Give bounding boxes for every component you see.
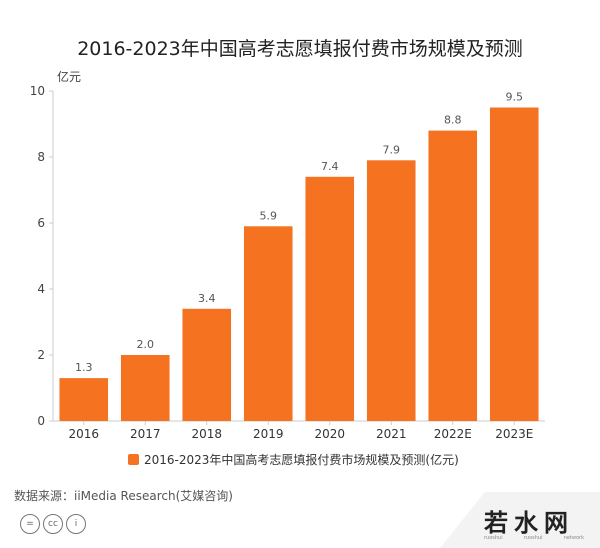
bar-2016 xyxy=(59,378,109,421)
watermark-sub-2: ruoshui xyxy=(523,535,543,541)
bar-2021 xyxy=(366,160,416,422)
y-tick-label: 6 xyxy=(37,216,45,230)
x-tick-label-2016: 2016 xyxy=(68,427,99,441)
source-note: 数据来源：iiMedia Research(艾媒咨询) xyxy=(14,489,233,503)
x-tick-label-2022E: 2022E xyxy=(434,427,472,441)
legend-label: 2016-2023年中国高考志愿填报付费市场规模及预测(亿元) xyxy=(144,452,459,467)
watermark-sub-1: ruoshui xyxy=(484,535,503,541)
chart-title: 2016-2023年中国高考志愿填报付费市场规模及预测 xyxy=(77,38,523,60)
data-label-2023E: 9.5 xyxy=(506,91,524,104)
data-label-2019: 5.9 xyxy=(260,209,278,222)
data-label-2018: 3.4 xyxy=(198,292,216,305)
license-badges: = cc i xyxy=(20,514,86,534)
watermark-logo: 若水网 xyxy=(484,509,574,537)
bar-2022E xyxy=(428,130,478,421)
x-tick-label-2018: 2018 xyxy=(191,427,222,441)
data-label-2022E: 8.8 xyxy=(444,114,462,127)
bar-2017 xyxy=(120,355,170,421)
x-tick-label-2020: 2020 xyxy=(314,427,345,441)
bar-2018 xyxy=(182,308,232,421)
watermark-sub-3: network xyxy=(563,535,584,541)
y-tick-label: 10 xyxy=(30,84,45,98)
y-tick-label: 8 xyxy=(37,150,45,164)
equal-sign-icon: = xyxy=(20,514,40,534)
y-tick-label: 0 xyxy=(37,414,45,428)
y-axis-unit: 亿元 xyxy=(57,69,81,84)
data-label-2021: 7.9 xyxy=(383,143,401,156)
bar-2019 xyxy=(243,226,293,421)
legend-swatch xyxy=(128,453,139,465)
bar-2020 xyxy=(305,176,355,421)
x-tick-label-2017: 2017 xyxy=(130,427,161,441)
bar-2023E xyxy=(489,107,539,421)
y-tick-label: 4 xyxy=(37,282,45,296)
legend: 2016-2023年中国高考志愿填报付费市场规模及预测(亿元) xyxy=(128,451,459,467)
x-tick-label-2021: 2021 xyxy=(376,427,407,441)
cc-icon: cc xyxy=(43,514,63,534)
watermark-subtext: ruoshui ruoshui network xyxy=(484,535,584,541)
data-label-2017: 2.0 xyxy=(137,338,155,351)
x-tick-label-2019: 2019 xyxy=(253,427,284,441)
data-label-2020: 7.4 xyxy=(321,160,339,173)
x-tick-label-2023E: 2023E xyxy=(495,427,533,441)
person-icon: i xyxy=(66,514,86,534)
y-tick-label: 2 xyxy=(37,348,45,362)
data-label-2016: 1.3 xyxy=(75,361,93,374)
